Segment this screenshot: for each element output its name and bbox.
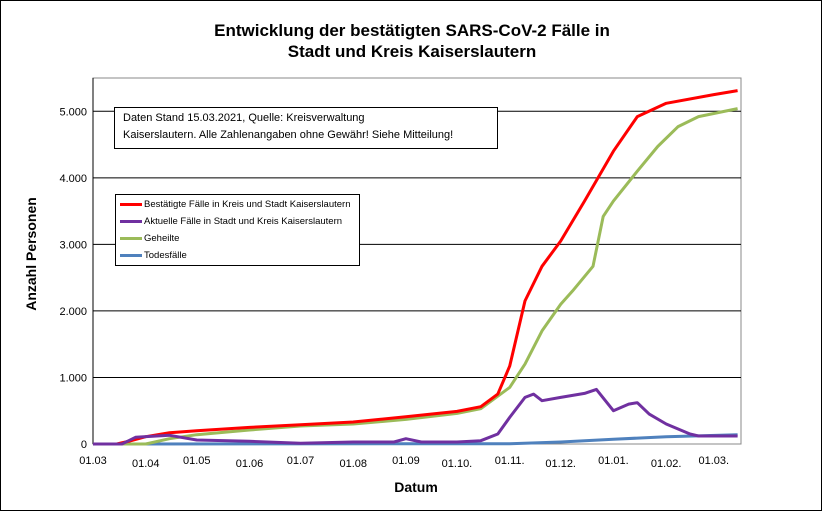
x-tick-label: 01.02. [651, 458, 682, 470]
y-tick-label: 4.000 [59, 173, 87, 185]
series-line [93, 387, 738, 446]
y-tick-label: 5.000 [59, 106, 87, 118]
x-tick-label: 01.11. [495, 455, 525, 467]
x-tick-label: 01.01. [598, 455, 629, 467]
legend: Bestätigte Fälle in Kreis und Stadt Kais… [115, 194, 360, 266]
x-tick-label: 01.10. [442, 458, 473, 470]
legend-label: Aktuelle Fälle in Stadt und Kreis Kaiser… [144, 215, 343, 227]
note-line1: Daten Stand 15.03.2021, Quelle: Kreisver… [123, 112, 365, 124]
legend-label: Geheilte [144, 232, 180, 244]
x-tick-label: 01.08 [339, 458, 367, 470]
legend-swatch [120, 253, 142, 257]
y-axis-title: Anzahl Personen [23, 197, 39, 311]
legend-item-active: Aktuelle Fälle in Stadt und Kreis Kaiser… [120, 213, 342, 229]
y-tick-label: 3.000 [59, 239, 87, 251]
x-tick-label: 01.07 [287, 455, 315, 467]
series-line [92, 433, 738, 446]
series-line [93, 89, 738, 446]
legend-swatch [120, 219, 142, 223]
x-axis-title: Datum [394, 479, 438, 495]
series-line [93, 107, 738, 446]
y-tick-label: 2.000 [59, 306, 87, 318]
data-source-note: Daten Stand 15.03.2021, Quelle: Kreisver… [114, 107, 498, 149]
legend-item-confirmed: Bestätigte Fälle in Kreis und Stadt Kais… [120, 196, 350, 212]
legend-swatch [120, 202, 142, 206]
note-line2: Kaiserslautern. Alle Zahlenangaben ohne … [123, 129, 454, 141]
legend-item-recovered: Geheilte [120, 230, 179, 246]
legend-label: Bestätigte Fälle in Kreis und Stadt Kais… [144, 198, 351, 210]
x-tick-label: 01.05 [183, 455, 211, 467]
legend-item-deaths: Todesfälle [120, 247, 187, 263]
x-tick-label: 01.12. [545, 458, 576, 470]
y-tick-label: 1.000 [59, 372, 87, 384]
chart-title-line2: Stadt und Kreis Kaiserslautern [287, 42, 537, 61]
legend-swatch [120, 236, 142, 240]
x-tick-label: 01.04 [132, 458, 160, 470]
x-tick-label: 01.03 [79, 455, 107, 467]
x-tick-label: 01.09 [392, 455, 420, 467]
legend-label: Todesfälle [144, 249, 187, 261]
y-tick-label: 0 [81, 439, 87, 451]
chart-title-line1: Entwicklung der bestätigten SARS-CoV-2 F… [214, 21, 610, 40]
x-tick-label: 01.06 [236, 458, 264, 470]
x-tick-label: 01.03. [698, 455, 729, 467]
